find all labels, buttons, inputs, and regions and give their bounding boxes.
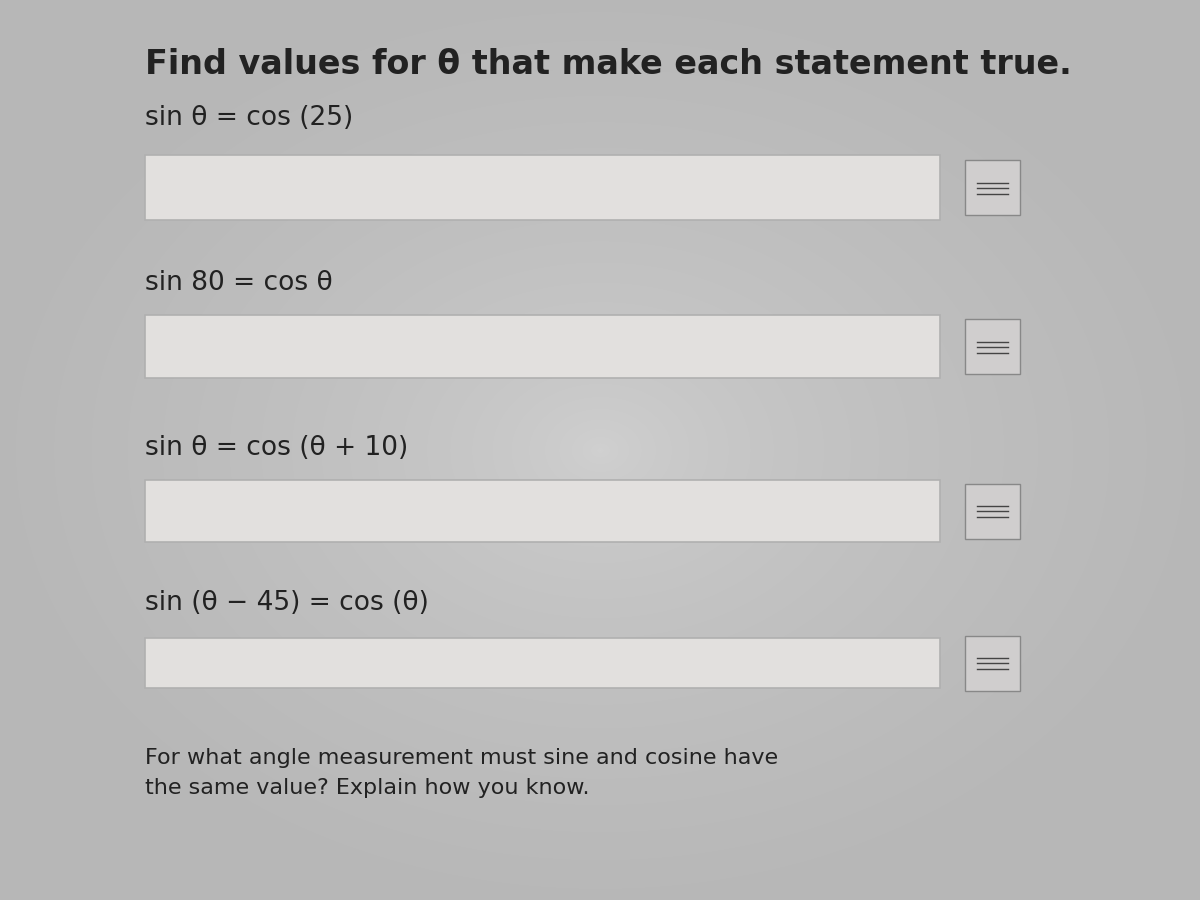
Text: sin 80 = cos θ: sin 80 = cos θ (145, 270, 332, 296)
FancyBboxPatch shape (965, 635, 1020, 690)
FancyBboxPatch shape (145, 315, 940, 378)
Text: sin (θ − 45) = cos (θ): sin (θ − 45) = cos (θ) (145, 590, 428, 616)
Text: sin θ = cos (θ + 10): sin θ = cos (θ + 10) (145, 435, 408, 461)
FancyBboxPatch shape (145, 480, 940, 542)
FancyBboxPatch shape (965, 319, 1020, 374)
Text: Find values for θ that make each statement true.: Find values for θ that make each stateme… (145, 48, 1072, 81)
FancyBboxPatch shape (145, 638, 940, 688)
FancyBboxPatch shape (145, 155, 940, 220)
Text: sin θ = cos (25): sin θ = cos (25) (145, 105, 353, 131)
FancyBboxPatch shape (965, 160, 1020, 215)
FancyBboxPatch shape (965, 483, 1020, 538)
Text: For what angle measurement must sine and cosine have
the same value? Explain how: For what angle measurement must sine and… (145, 748, 778, 797)
